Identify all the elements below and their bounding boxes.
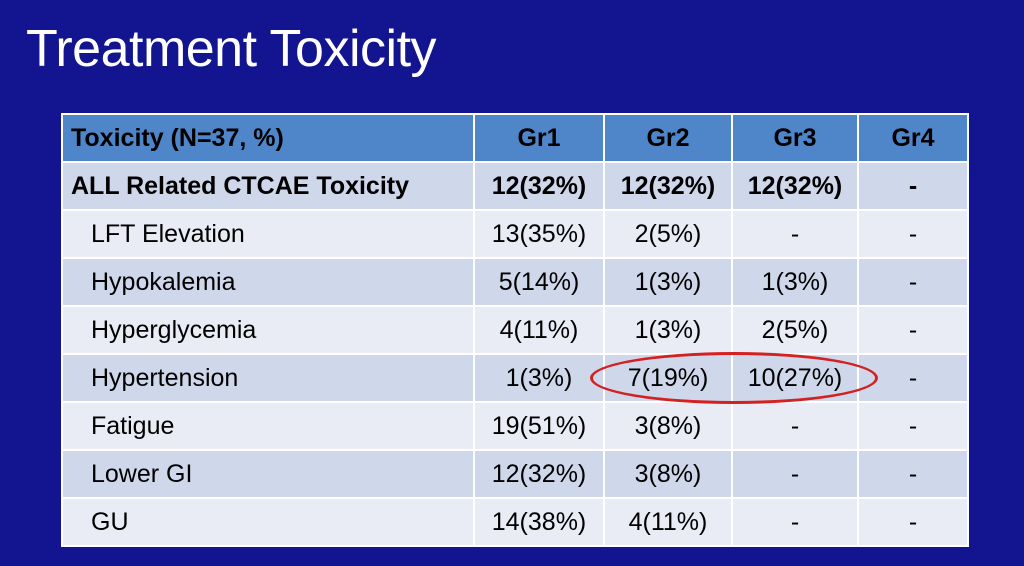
cell-gr4: - [857, 353, 969, 403]
table-row: LFT Elevation 13(35%) 2(5%) - - [61, 209, 969, 259]
row-label: Hyperglycemia [61, 305, 475, 355]
row-label: Hypokalemia [61, 257, 475, 307]
row-label: GU [61, 497, 475, 547]
cell-gr3: 12(32%) [731, 161, 859, 211]
header-gr2: Gr2 [603, 113, 733, 163]
table-row: Fatigue 19(51%) 3(8%) - - [61, 401, 969, 451]
row-label: Lower GI [61, 449, 475, 499]
cell-gr1: 1(3%) [473, 353, 605, 403]
header-toxicity: Toxicity (N=37, %) [61, 113, 475, 163]
cell-gr3: 1(3%) [731, 257, 859, 307]
cell-gr3: 2(5%) [731, 305, 859, 355]
header-gr3: Gr3 [731, 113, 859, 163]
toxicity-table: Toxicity (N=37, %) Gr1 Gr2 Gr3 Gr4 ALL R… [61, 113, 969, 547]
cell-gr3: - [731, 209, 859, 259]
row-label: Fatigue [61, 401, 475, 451]
cell-gr3: 10(27%) [731, 353, 859, 403]
cell-gr1: 12(32%) [473, 161, 605, 211]
table-row: GU 14(38%) 4(11%) - - [61, 497, 969, 547]
cell-gr2: 2(5%) [603, 209, 733, 259]
cell-gr1: 14(38%) [473, 497, 605, 547]
toxicity-table-container: Toxicity (N=37, %) Gr1 Gr2 Gr3 Gr4 ALL R… [61, 113, 969, 547]
table-row: Hypokalemia 5(14%) 1(3%) 1(3%) - [61, 257, 969, 307]
row-label: Hypertension [61, 353, 475, 403]
header-gr1: Gr1 [473, 113, 605, 163]
table-row: ALL Related CTCAE Toxicity 12(32%) 12(32… [61, 161, 969, 211]
cell-gr2: 3(8%) [603, 401, 733, 451]
cell-gr1: 19(51%) [473, 401, 605, 451]
row-label: LFT Elevation [61, 209, 475, 259]
cell-gr1: 13(35%) [473, 209, 605, 259]
cell-gr4: - [857, 209, 969, 259]
cell-gr2: 12(32%) [603, 161, 733, 211]
header-gr4: Gr4 [857, 113, 969, 163]
cell-gr2: 3(8%) [603, 449, 733, 499]
cell-gr2: 4(11%) [603, 497, 733, 547]
cell-gr1: 12(32%) [473, 449, 605, 499]
slide-title: Treatment Toxicity [26, 20, 437, 78]
cell-gr1: 5(14%) [473, 257, 605, 307]
table-row: Lower GI 12(32%) 3(8%) - - [61, 449, 969, 499]
cell-gr3: - [731, 449, 859, 499]
cell-gr1: 4(11%) [473, 305, 605, 355]
cell-gr2: 7(19%) [603, 353, 733, 403]
cell-gr4: - [857, 257, 969, 307]
row-label: ALL Related CTCAE Toxicity [61, 161, 475, 211]
cell-gr3: - [731, 401, 859, 451]
cell-gr2: 1(3%) [603, 305, 733, 355]
table-row: Hyperglycemia 4(11%) 1(3%) 2(5%) - [61, 305, 969, 355]
cell-gr4: - [857, 401, 969, 451]
table-header-row: Toxicity (N=37, %) Gr1 Gr2 Gr3 Gr4 [61, 113, 969, 163]
cell-gr4: - [857, 497, 969, 547]
table-row: Hypertension 1(3%) 7(19%) 10(27%) - [61, 353, 969, 403]
cell-gr4: - [857, 305, 969, 355]
cell-gr2: 1(3%) [603, 257, 733, 307]
cell-gr4: - [857, 161, 969, 211]
cell-gr4: - [857, 449, 969, 499]
cell-gr3: - [731, 497, 859, 547]
